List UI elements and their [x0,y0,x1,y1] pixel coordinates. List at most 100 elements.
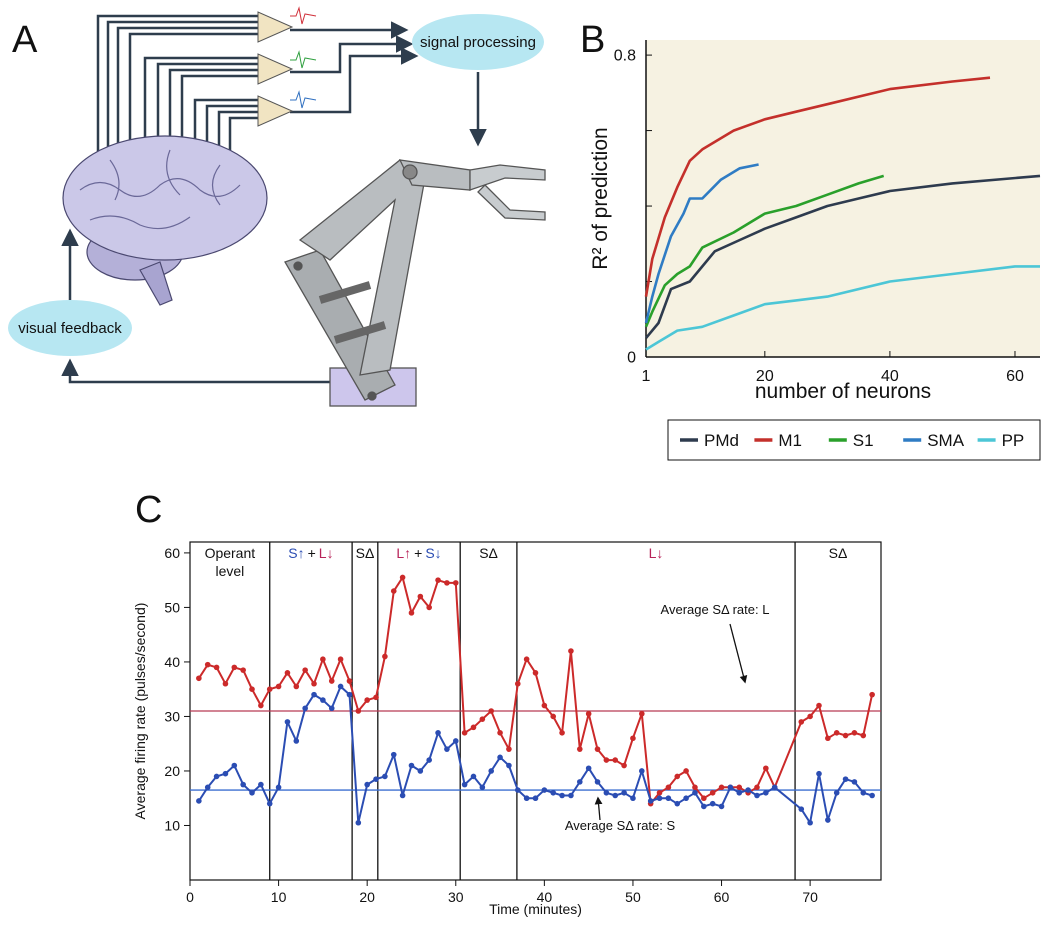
y-tick-label: 10 [164,817,180,833]
brain [62,135,268,306]
x-axis-label: Time (minutes) [489,901,582,917]
data-point [213,773,220,780]
robot-arm [284,159,546,407]
diagram [61,14,487,384]
data-point [576,746,583,752]
x-axis-label: number of neurons [755,380,931,403]
data-point [514,680,521,687]
data-point [709,789,716,796]
data-point [506,762,512,769]
data-point [249,686,255,692]
x-tick-label: 60 [714,889,730,905]
section-label: L↑ + S↓ [396,545,441,561]
y-tick-label: 40 [164,654,180,670]
data-point [851,779,858,785]
data-point [842,776,849,782]
y-tick-label: 0 [627,350,636,367]
gripper [469,164,546,191]
annotation-arrow [729,623,748,684]
section-label-part: level [215,563,244,579]
wire [228,116,258,156]
data-point [417,593,424,600]
data-point [284,670,291,676]
x-tick-label: 1 [642,368,651,385]
data-point [568,648,574,654]
process-node [412,14,544,70]
data-point [736,789,743,796]
legend-label: S1 [853,431,874,450]
legend-label: PMd [704,431,739,450]
y-tick-label: 20 [164,763,180,779]
data-point [621,762,627,769]
section-label: SΔ [479,545,498,561]
data-point [816,770,822,777]
data-point [807,713,813,720]
x-tick-label: 0 [186,889,194,905]
data-point [204,784,211,791]
data-point [683,768,689,774]
wire [168,68,258,148]
waveform [290,90,317,109]
data-point [461,781,468,788]
data-point [337,656,344,663]
data-point [461,730,468,736]
data-point [692,784,698,791]
section-label: S↑ + L↓ [288,545,333,561]
data-point [346,691,353,698]
panel-label: C [135,489,162,531]
plot-background [646,40,1040,357]
data-point [470,773,477,780]
wire [116,26,258,148]
process-node [8,300,132,356]
arrow [61,358,330,384]
data-point [346,678,353,684]
data-point [763,789,769,796]
data-point [435,730,441,736]
data-point [701,803,707,810]
data-point [630,795,636,802]
joint [367,391,377,401]
data-point [612,757,619,763]
data-point [240,781,246,788]
data-point [541,702,548,709]
x-tick-label: 20 [756,368,774,385]
gripper [477,184,546,221]
waveform [290,6,317,25]
reference-label: Average SΔ rate: L [661,602,770,617]
wire [217,110,258,154]
data-point [825,735,831,742]
data-point [506,746,512,752]
data-point [647,798,654,804]
data-point [196,798,202,804]
section-label-part: SΔ [356,545,375,561]
data-point [417,768,424,774]
section-label-part: L↑ [396,545,411,561]
brainstem [139,261,173,306]
wire [128,32,258,146]
section-label-part: SΔ [829,545,848,561]
data-point [727,784,734,791]
series-line [644,174,1041,339]
data-point [435,577,441,583]
node-label: visual feedback [18,320,122,337]
section-label: level [215,563,244,579]
section-label-part: SΔ [479,545,498,561]
data-point [373,776,379,782]
arrow [290,35,414,74]
data-point [550,713,557,720]
data-point [692,789,698,796]
data-point [390,751,397,758]
data-point [497,730,503,736]
data-point [196,675,202,682]
joint [402,164,418,180]
data-point [470,724,477,731]
data-point [833,730,840,736]
data-point [869,792,875,799]
annotation-arrow [594,796,603,821]
arm-rod [333,321,387,344]
data-point [382,653,388,660]
data-point [284,719,291,725]
section-label: SΔ [356,545,375,561]
data-point [258,781,264,788]
